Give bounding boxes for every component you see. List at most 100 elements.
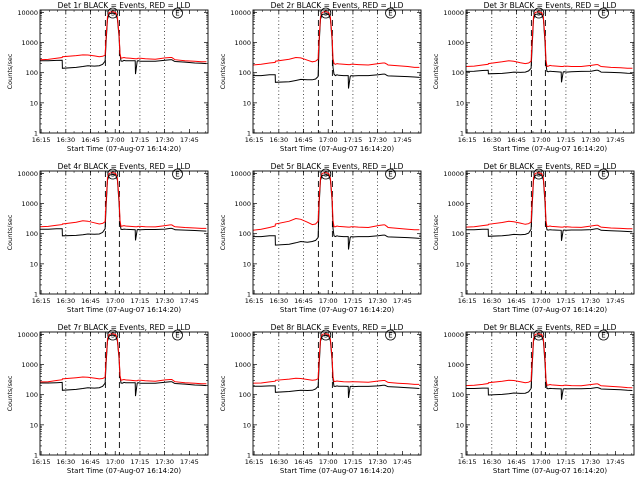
flag-marker-label: S xyxy=(111,10,116,18)
series-line-lld xyxy=(39,171,207,229)
panel-title: Det 7r BLACK = Events, RED = LLD xyxy=(58,323,191,332)
panel-3: Det 3r BLACK = Events, RED = LLD 1 10 100 10… xyxy=(432,1,635,153)
series-line-lld xyxy=(252,171,420,231)
y-tick-label: 1 xyxy=(460,291,464,299)
x-tick-label: 17:45 xyxy=(606,297,625,305)
flag-marker-circle xyxy=(385,168,396,180)
y-tick-label: 10 xyxy=(243,421,251,429)
y-tick-label: 100 xyxy=(239,230,251,238)
x-tick-label: 16:15 xyxy=(458,136,477,144)
flag-marker-label: E xyxy=(388,171,392,179)
x-tick-label: 17:00 xyxy=(106,297,125,305)
panel-title: Det 8r BLACK = Events, RED = LLD xyxy=(271,323,404,332)
panel-title: Det 1r BLACK = Events, RED = LLD xyxy=(58,1,191,10)
flag-marker-label: E xyxy=(175,171,179,179)
y-tick-label: 100 xyxy=(26,391,38,399)
x-axis-label: Start Time (07-Aug-07 16:14:20) xyxy=(280,145,394,153)
x-tick-label: 16:15 xyxy=(32,136,51,144)
series-line-lld xyxy=(39,333,207,385)
series-line-lld xyxy=(39,11,207,63)
x-axis-label: Start Time (07-Aug-07 16:14:20) xyxy=(67,306,181,314)
x-tick-label: 17:15 xyxy=(344,297,363,305)
x-tick-label: 17:45 xyxy=(180,136,199,144)
flag-marker-label: E xyxy=(388,10,392,18)
panel-4: Det 4r BLACK = Events, RED = LLD 1 10 100 10… xyxy=(6,162,209,314)
y-tick-label: 10000 xyxy=(17,170,38,178)
y-axis-label: Counts/sec xyxy=(219,375,227,411)
x-tick-label: 16:15 xyxy=(458,297,477,305)
x-tick-label: 16:15 xyxy=(32,297,51,305)
plot-frame xyxy=(39,331,209,456)
x-tick-label: 16:30 xyxy=(482,297,501,305)
flag-marker-label: E xyxy=(175,332,179,340)
x-axis-label: Start Time (07-Aug-07 16:14:20) xyxy=(67,467,181,475)
y-tick-label: 100 xyxy=(26,69,38,77)
series-line-events xyxy=(253,334,420,398)
x-tick-label: 16:45 xyxy=(507,136,526,144)
y-tick-label: 1 xyxy=(34,130,38,138)
y-tick-label: 10 xyxy=(456,421,464,429)
x-tick-label: 17:30 xyxy=(581,458,600,466)
x-tick-label: 17:30 xyxy=(368,297,387,305)
series-line-events xyxy=(253,174,420,250)
flag-marker-label: E xyxy=(601,10,605,18)
x-tick-label: 16:30 xyxy=(482,458,501,466)
y-axis-label: Counts/sec xyxy=(219,53,227,89)
flag-marker-circle xyxy=(598,168,609,180)
y-tick-label: 10000 xyxy=(443,170,464,178)
series-line-lld xyxy=(465,333,633,389)
x-tick-label: 17:15 xyxy=(131,136,150,144)
flag-marker-circle xyxy=(385,7,396,19)
y-tick-label: 100 xyxy=(239,69,251,77)
flag-marker-label: S xyxy=(111,171,116,179)
y-tick-label: 1000 xyxy=(234,361,251,369)
y-tick-label: 10000 xyxy=(230,331,251,339)
x-tick-label: 17:15 xyxy=(344,458,363,466)
flag-marker-circle xyxy=(385,329,396,341)
x-tick-label: 17:15 xyxy=(131,458,150,466)
x-tick-label: 16:30 xyxy=(56,458,75,466)
y-tick-label: 1 xyxy=(34,452,38,460)
y-axis-label: Counts/sec xyxy=(432,53,440,89)
x-tick-label: 17:00 xyxy=(532,297,551,305)
flag-marker-circle xyxy=(320,7,332,19)
y-tick-label: 100 xyxy=(26,230,38,238)
flag-marker-label: S xyxy=(324,332,329,340)
y-tick-label: 100 xyxy=(452,391,464,399)
y-axis-label: Counts/sec xyxy=(432,375,440,411)
series-line-lld xyxy=(465,11,633,69)
x-tick-label: 16:15 xyxy=(245,136,264,144)
x-tick-label: 16:15 xyxy=(245,297,264,305)
y-tick-label: 1 xyxy=(247,130,251,138)
flag-marker-circle xyxy=(533,7,545,19)
x-tick-label: 17:15 xyxy=(131,297,150,305)
flag-marker-label: E xyxy=(601,332,605,340)
plot-frame xyxy=(39,170,209,295)
x-tick-label: 16:15 xyxy=(458,458,477,466)
y-axis-label: Counts/sec xyxy=(432,214,440,250)
y-tick-label: 10000 xyxy=(17,331,38,339)
y-tick-label: 1000 xyxy=(21,361,38,369)
series-line-lld xyxy=(252,10,420,68)
flag-marker-label: S xyxy=(324,10,329,18)
panel-2: Det 2r BLACK = Events, RED = LLD 1 10 100 10… xyxy=(219,1,422,153)
series-line-lld xyxy=(465,172,633,230)
plot-frame xyxy=(252,9,422,134)
series-line-events xyxy=(465,13,633,83)
x-tick-label: 17:15 xyxy=(557,136,576,144)
panel-title: Det 4r BLACK = Events, RED = LLD xyxy=(58,162,191,171)
x-tick-label: 17:30 xyxy=(581,297,600,305)
x-tick-label: 16:30 xyxy=(269,136,288,144)
flag-marker-label: S xyxy=(537,332,542,340)
flag-marker-circle xyxy=(107,329,119,341)
x-tick-label: 16:45 xyxy=(81,297,100,305)
x-tick-label: 17:45 xyxy=(180,297,199,305)
flag-marker-circle xyxy=(533,329,545,341)
x-axis-label: Start Time (07-Aug-07 16:14:20) xyxy=(493,467,607,475)
flag-marker-circle xyxy=(533,168,545,180)
y-tick-label: 10000 xyxy=(443,331,464,339)
x-tick-label: 16:45 xyxy=(294,458,313,466)
x-tick-label: 17:15 xyxy=(344,136,363,144)
x-tick-label: 16:30 xyxy=(269,458,288,466)
